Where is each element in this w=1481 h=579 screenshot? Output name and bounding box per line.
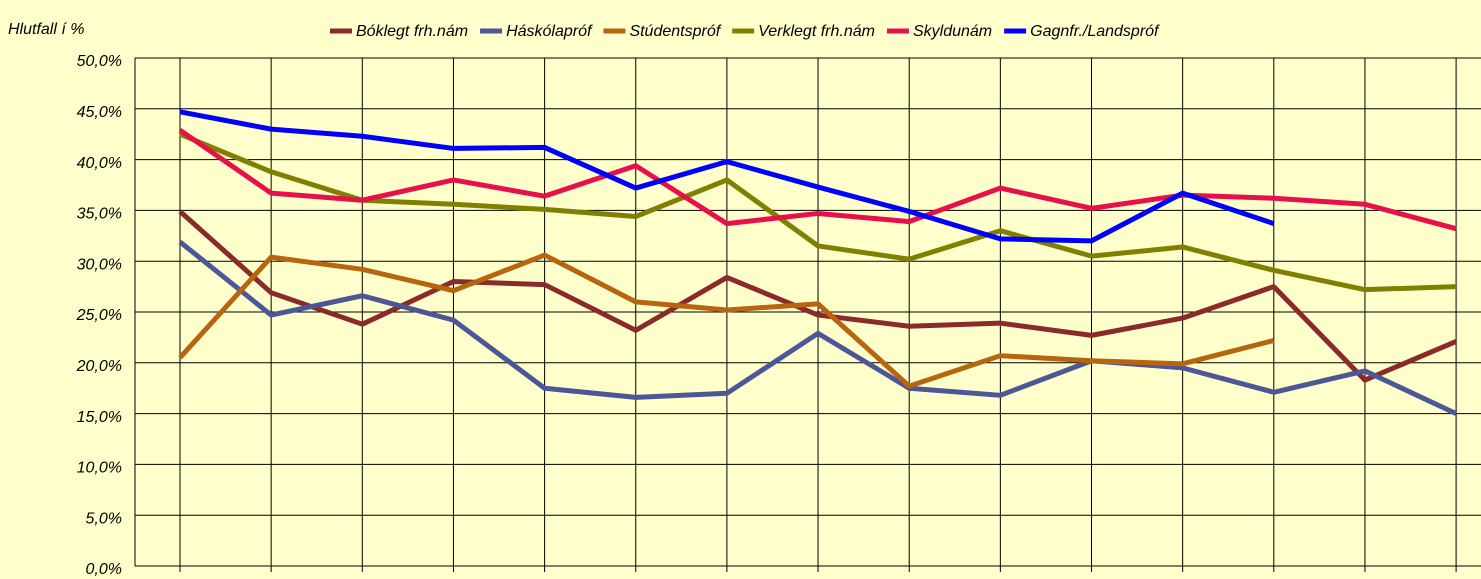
y-tick-label: 25,0%: [76, 307, 122, 324]
y-tick-label: 15,0%: [77, 409, 122, 426]
y-tick-label: 20,0%: [76, 358, 122, 375]
legend-label: Gagnfr./Landspróf: [1030, 23, 1160, 40]
legend-label: Bóklegt frh.nám: [356, 23, 468, 40]
y-axis-label: Hlutfall í %: [8, 21, 84, 38]
series-line: [179, 109, 1275, 244]
y-tick-label: 10,0%: [77, 460, 122, 477]
y-tick-label: 5,0%: [86, 510, 122, 527]
y-tick-label: 40,0%: [77, 155, 122, 172]
y-tick-label: 0,0%: [86, 561, 122, 578]
y-tick-label: 30,0%: [77, 256, 122, 273]
legend-label: Háskólapróf: [506, 23, 593, 40]
y-tick-label: 45,0%: [77, 104, 122, 121]
series-line: [178, 209, 1458, 383]
legend-label: Skyldunám: [913, 23, 992, 40]
legend-label: Verklegt frh.nám: [758, 23, 875, 40]
series-line: [178, 128, 1457, 232]
y-tick-label: 35,0%: [77, 206, 122, 223]
legend-label: Stúdentspróf: [629, 23, 721, 40]
series-line: [178, 239, 1458, 416]
y-tick-label: 50,0%: [77, 53, 122, 70]
series-line: [179, 131, 1457, 293]
series-line: [178, 252, 1275, 389]
